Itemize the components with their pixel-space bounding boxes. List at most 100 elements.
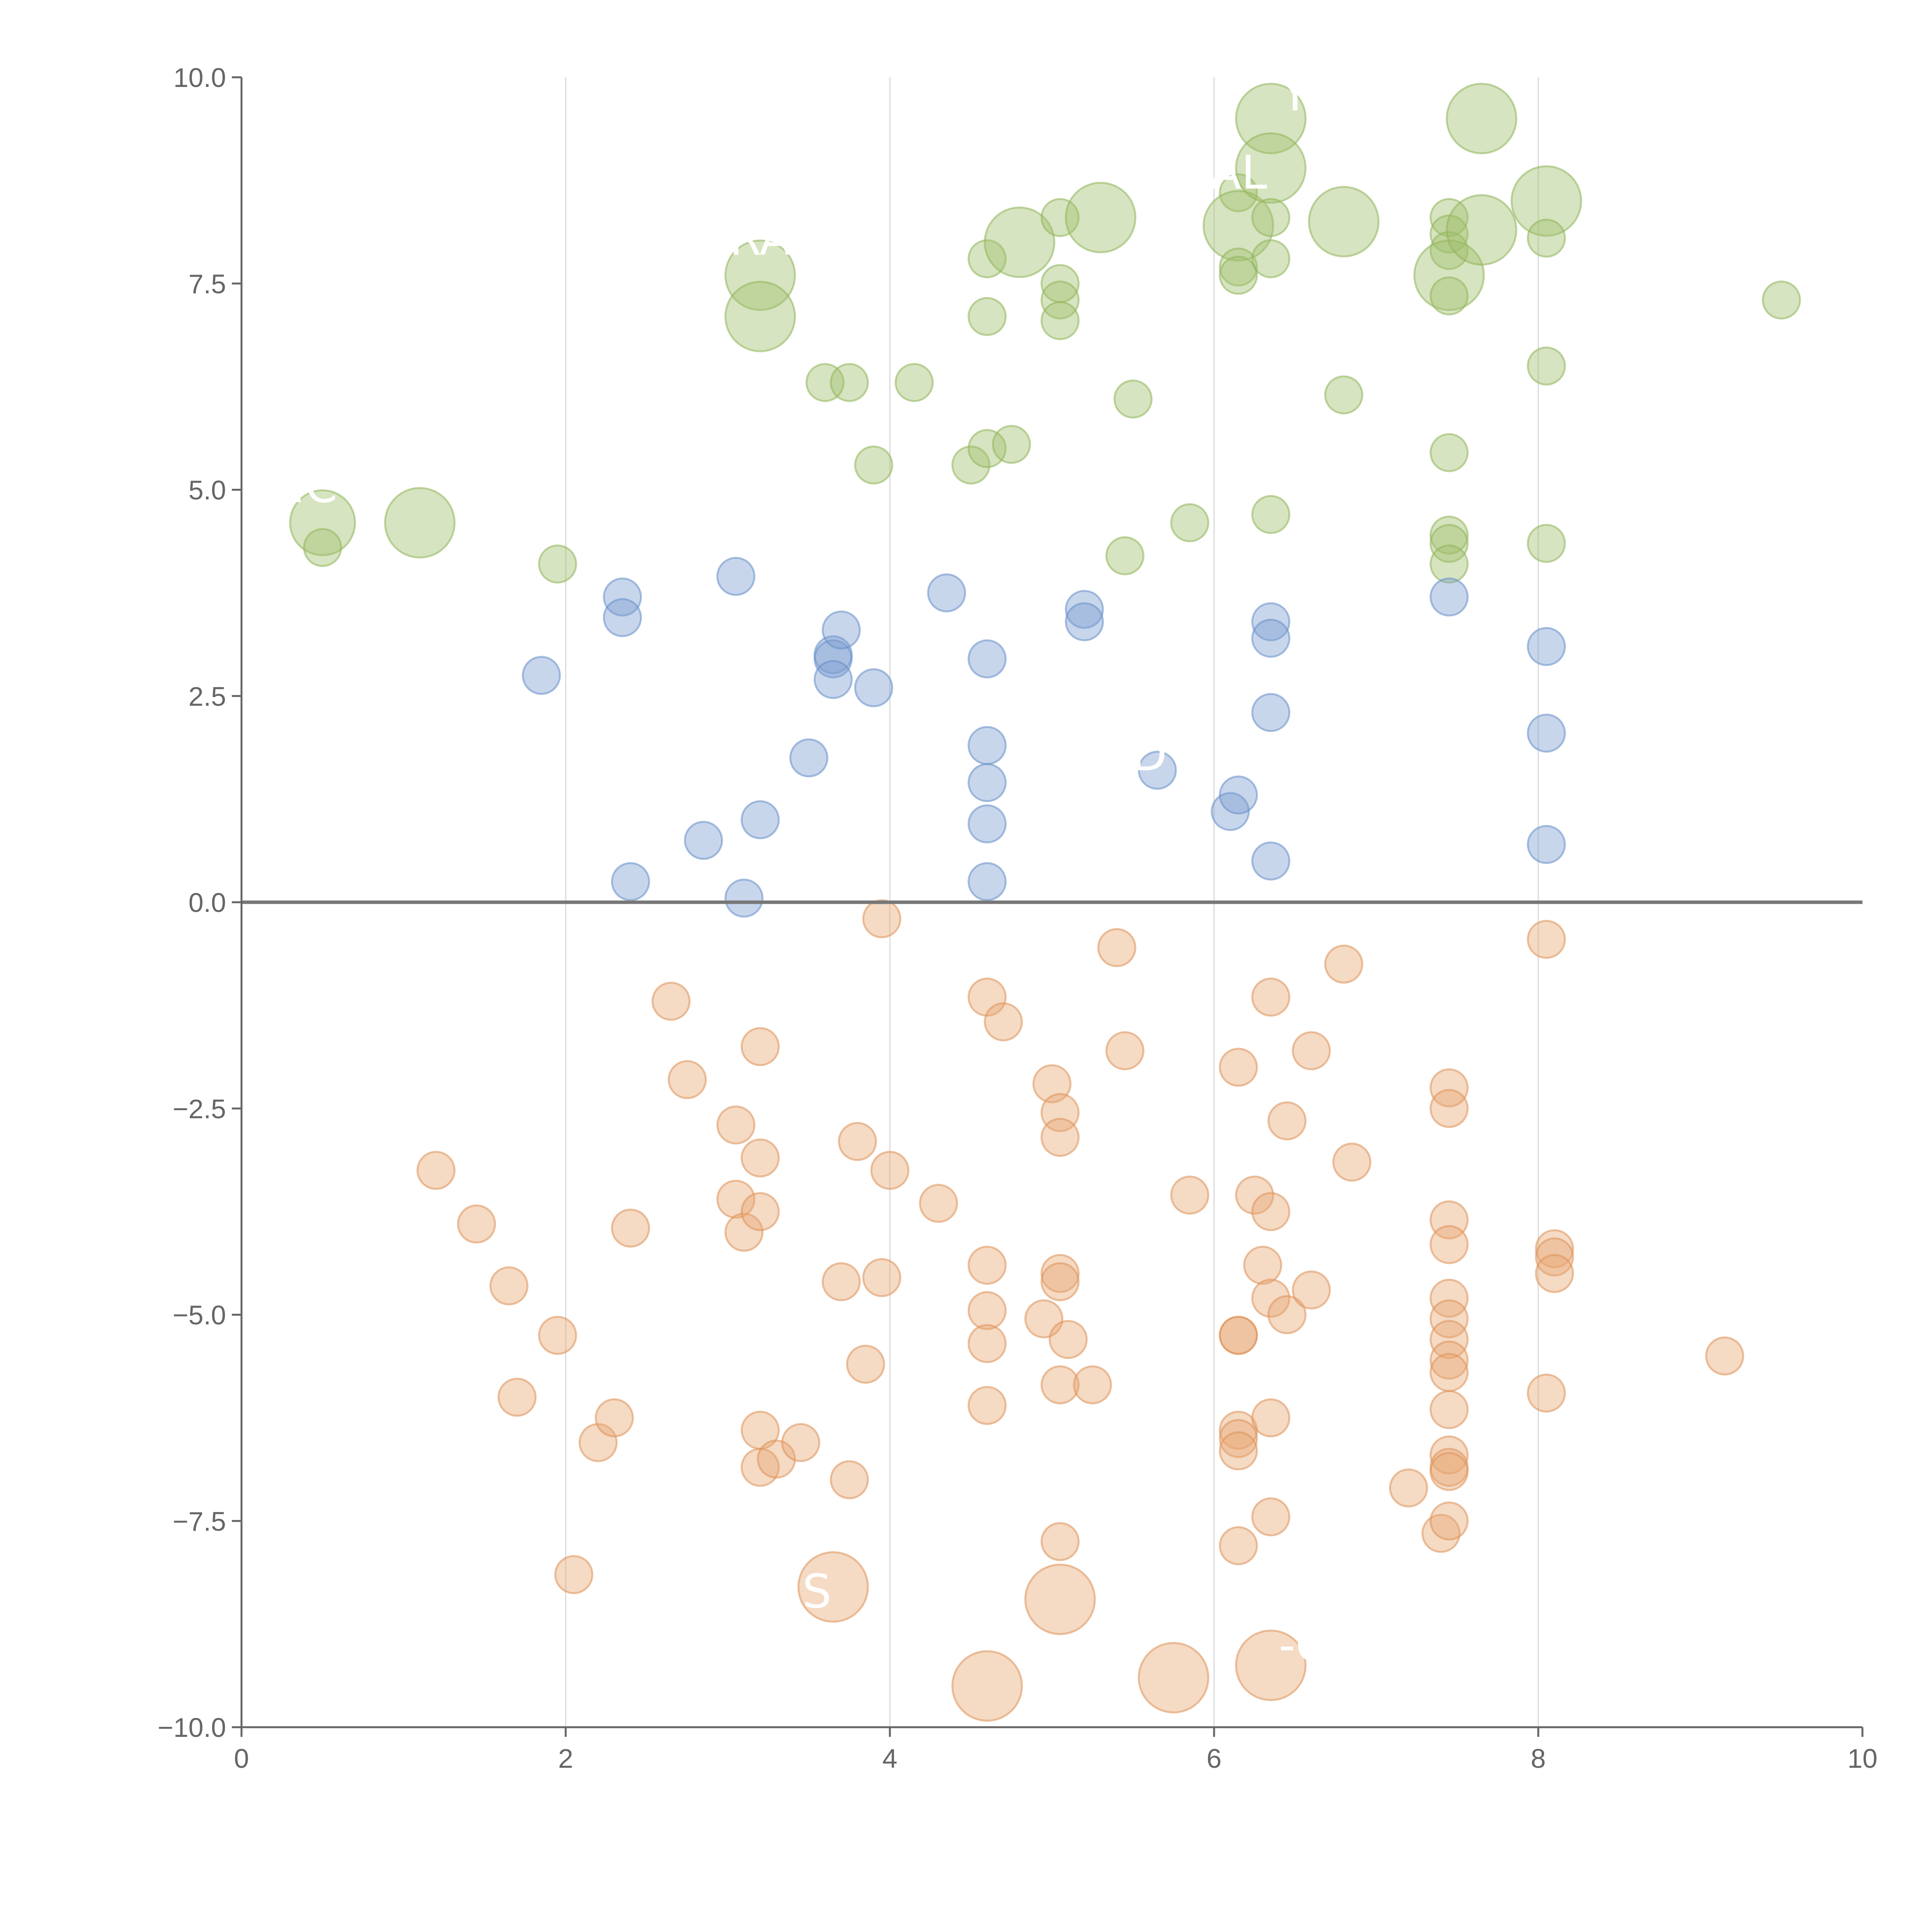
data-point bbox=[724, 1213, 764, 1252]
x-tick-label: 4 bbox=[883, 1743, 898, 1774]
data-point bbox=[611, 862, 650, 901]
data-point bbox=[1040, 1254, 1080, 1293]
data-point bbox=[538, 544, 577, 584]
x-tick-label: 10 bbox=[1847, 1743, 1878, 1774]
data-point bbox=[1251, 619, 1291, 658]
data-point bbox=[603, 577, 642, 617]
data-point bbox=[821, 610, 861, 650]
data-point bbox=[1202, 190, 1274, 262]
data-point bbox=[497, 1378, 537, 1417]
data-point bbox=[1527, 218, 1566, 258]
data-point bbox=[919, 1184, 958, 1223]
data-point bbox=[1429, 544, 1469, 584]
data-point bbox=[1527, 627, 1566, 666]
data-point bbox=[603, 598, 642, 637]
data-point bbox=[740, 800, 780, 839]
data-point bbox=[895, 363, 934, 402]
data-point bbox=[1535, 1254, 1574, 1293]
y-tick-label: −10.0 bbox=[158, 1713, 226, 1743]
data-point bbox=[651, 981, 691, 1021]
data-point bbox=[1251, 1279, 1291, 1318]
data-point bbox=[1251, 841, 1291, 881]
data-point bbox=[992, 425, 1031, 464]
data-point bbox=[1308, 186, 1380, 258]
data-point bbox=[611, 1208, 650, 1248]
data-point bbox=[1040, 1117, 1080, 1157]
data-point bbox=[1446, 194, 1517, 266]
data-point bbox=[1219, 1526, 1258, 1565]
data-point bbox=[1170, 1175, 1209, 1215]
data-point bbox=[578, 1423, 618, 1462]
data-point bbox=[1429, 1340, 1469, 1380]
data-point bbox=[1243, 1245, 1282, 1285]
data-point bbox=[1429, 1452, 1469, 1491]
data-point bbox=[968, 1324, 1007, 1363]
data-point bbox=[968, 978, 1007, 1017]
annotation-label: Y bbox=[1281, 68, 1310, 121]
data-point bbox=[968, 804, 1007, 844]
data-point bbox=[716, 557, 755, 596]
annotation-label: -C bbox=[1279, 1619, 1328, 1672]
data-point bbox=[1113, 379, 1153, 419]
annotation-label: AL bbox=[1209, 146, 1267, 200]
data-point bbox=[1429, 433, 1469, 472]
data-point bbox=[781, 1423, 820, 1462]
data-point bbox=[951, 1650, 1023, 1722]
data-point bbox=[968, 1386, 1007, 1425]
data-point bbox=[1292, 1270, 1331, 1310]
data-point bbox=[1429, 1435, 1469, 1475]
data-point bbox=[1040, 1262, 1080, 1301]
data-point bbox=[1235, 1629, 1307, 1701]
data-point bbox=[1073, 1365, 1112, 1405]
data-point bbox=[1429, 515, 1469, 555]
data-point bbox=[1251, 198, 1291, 237]
data-point bbox=[1065, 182, 1136, 253]
data-point bbox=[1251, 495, 1291, 534]
data-point bbox=[813, 639, 853, 679]
data-point bbox=[757, 1439, 796, 1479]
data-point bbox=[1105, 1031, 1145, 1070]
data-point bbox=[1219, 1419, 1258, 1458]
data-point bbox=[668, 1060, 707, 1099]
data-point bbox=[1510, 165, 1582, 237]
data-point bbox=[1251, 239, 1291, 279]
data-point bbox=[1324, 944, 1364, 984]
data-point bbox=[870, 1151, 910, 1190]
data-point bbox=[1219, 255, 1258, 295]
data-point bbox=[1429, 1320, 1469, 1359]
data-point bbox=[968, 726, 1007, 765]
data-point bbox=[1251, 602, 1291, 641]
data-point bbox=[1527, 1373, 1566, 1413]
data-point bbox=[797, 1551, 869, 1623]
data-point bbox=[1429, 577, 1469, 617]
y-tick-label: −7.5 bbox=[173, 1506, 226, 1536]
annotation-label: RA bbox=[729, 212, 791, 266]
data-point bbox=[830, 1460, 869, 1499]
data-point bbox=[1429, 276, 1469, 316]
data-point bbox=[968, 1291, 1007, 1330]
data-point bbox=[968, 1245, 1007, 1285]
data-point bbox=[1267, 1295, 1307, 1334]
axes: 0 2 4 6 8 10 −10.0 −7.5 −5.0 −2.5 0.0 2.5 5.0 7.5 10.0 bbox=[158, 63, 1878, 1774]
data-point bbox=[1429, 1501, 1469, 1541]
data-point bbox=[1040, 301, 1080, 340]
x-tick-label: 6 bbox=[1207, 1743, 1222, 1774]
data-point bbox=[1535, 1237, 1574, 1277]
data-point bbox=[830, 363, 869, 402]
data-point bbox=[984, 206, 1056, 278]
x-tick-label: 0 bbox=[234, 1743, 249, 1774]
data-point bbox=[1048, 1320, 1088, 1359]
data-point bbox=[1219, 775, 1258, 815]
data-point bbox=[1251, 1192, 1291, 1231]
data-point bbox=[1527, 920, 1566, 959]
data-point bbox=[838, 1122, 877, 1161]
data-point bbox=[968, 862, 1007, 901]
data-point bbox=[1429, 1279, 1469, 1318]
data-point bbox=[1040, 280, 1080, 320]
data-point bbox=[1429, 1299, 1469, 1338]
data-point bbox=[1040, 1522, 1080, 1561]
data-point bbox=[968, 763, 1007, 802]
data-point bbox=[1527, 713, 1566, 753]
data-point bbox=[384, 487, 456, 559]
